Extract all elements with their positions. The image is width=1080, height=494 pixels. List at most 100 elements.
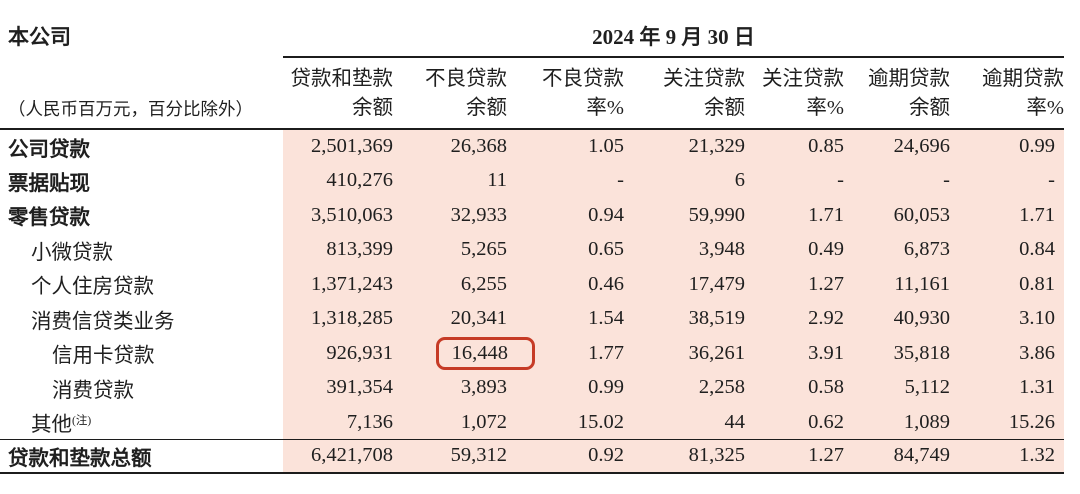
cell-npl-ratio: 1.54 [507,301,624,336]
cell-overdue-balance: 11,161 [844,267,950,302]
cell-specialmention-ratio: 0.49 [745,232,844,267]
cell-npl-balance: 11 [393,163,507,198]
column-header-npl-ratio: 不良贷款 率% [507,57,624,130]
cell-specialmention-balance: 36,261 [624,336,745,371]
cell-overdue-ratio: 3.86 [950,336,1064,371]
cell-overdue-ratio: 15.26 [950,405,1064,440]
cell-npl-balance: 32,933 [393,198,507,233]
cell-specialmention-balance: 6 [624,163,745,198]
table-row: 其他(注) 7,136 1,072 15.02 44 0.62 1,089 15… [0,405,1064,440]
column-header-loans-balance: 贷款和垫款 余额 [283,57,394,130]
column-header-line1: 逾期贷款 [868,68,950,90]
cell-npl-balance: 1,072 [393,405,507,440]
company-label: 本公司 [8,25,71,49]
date-cell: 2024 年 9 月 30 日 [283,0,1064,58]
row-label: 小微贷款 [0,232,283,267]
cell-npl-ratio: - [507,163,624,198]
cell-specialmention-ratio: - [745,163,844,198]
loan-quality-table: 本公司 2024 年 9 月 30 日 （人民币百万元，百分比除外） 贷款和垫款… [0,0,1064,474]
cell-overdue-ratio: 0.99 [950,129,1064,164]
column-header-line1: 逾期贷款 [982,68,1064,90]
column-header-line2: 余额 [909,97,950,119]
total-cell: 81,325 [624,439,745,474]
column-header-line1: 不良贷款 [425,68,507,90]
cell-loans-balance: 391,354 [283,370,393,405]
column-header-line1: 关注贷款 [663,68,745,90]
cell-overdue-ratio: 3.10 [950,301,1064,336]
table-row: 小微贷款 813,399 5,265 0.65 3,948 0.49 6,873… [0,232,1064,267]
cell-specialmention-balance: 44 [624,405,745,440]
row-label: 贷款和垫款总额 [0,439,283,474]
column-header-overdue-ratio: 逾期贷款 率% [950,57,1064,130]
total-cell: 59,312 [393,439,507,474]
column-header-line2: 余额 [352,97,393,119]
column-header-line2: 率% [1026,97,1064,119]
table-row: 公司贷款 2,501,369 26,368 1.05 21,329 0.85 2… [0,129,1064,164]
footnote-marker: (注) [72,415,92,427]
cell-specialmention-balance: 3,948 [624,232,745,267]
cell-overdue-balance: 40,930 [844,301,950,336]
report-date: 2024 年 9 月 30 日 [592,25,755,49]
column-header-line2: 余额 [466,97,507,119]
cell-loans-balance: 926,931 [283,336,393,371]
cell-overdue-balance: 6,873 [844,232,950,267]
cell-npl-ratio: 0.94 [507,198,624,233]
row-label: 消费信贷类业务 [0,301,283,336]
row-label: 信用卡贷款 [0,336,283,371]
highlighted-value-annotation: 16,448 [435,336,535,370]
cell-npl-ratio: 0.99 [507,370,624,405]
column-header-line1: 贷款和垫款 [290,68,394,90]
cell-overdue-balance: 5,112 [844,370,950,405]
cell-specialmention-balance: 21,329 [624,129,745,164]
date-header-row: 本公司 2024 年 9 月 30 日 [0,0,1064,58]
column-header-line2: 率% [586,97,624,119]
cell-overdue-balance: 1,089 [844,405,950,440]
table-row: 零售贷款 3,510,063 32,933 0.94 59,990 1.71 6… [0,198,1064,233]
cell-specialmention-balance: 38,519 [624,301,745,336]
row-label: 票据贴现 [0,163,283,198]
cell-specialmention-ratio: 1.71 [745,198,844,233]
cell-npl-balance: 16,448 [393,336,535,371]
cell-overdue-balance: 24,696 [844,129,950,164]
row-label: 零售贷款 [0,198,283,233]
cell-specialmention-ratio: 0.85 [745,129,844,164]
column-header-line1: 关注贷款 [762,68,844,90]
column-header-specialmention-ratio: 关注贷款 率% [745,57,844,130]
column-header-npl-balance: 不良贷款 余额 [393,57,507,130]
cell-loans-balance: 7,136 [283,405,393,440]
cell-npl-balance: 5,265 [393,232,507,267]
total-cell: 0.92 [507,439,624,474]
table-row: 信用卡贷款 926,931 16,448 1.77 36,261 3.91 35… [0,336,1064,371]
cell-loans-balance: 1,371,243 [283,267,393,302]
cell-overdue-balance: - [844,163,950,198]
cell-overdue-ratio: 1.71 [950,198,1064,233]
cell-specialmention-balance: 59,990 [624,198,745,233]
table-row: 消费贷款 391,354 3,893 0.99 2,258 0.58 5,112… [0,370,1064,405]
cell-overdue-ratio: - [950,163,1064,198]
row-label: 公司贷款 [0,129,283,164]
total-cell: 1.32 [950,439,1064,474]
column-header-line2: 率% [806,97,844,119]
cell-npl-balance: 6,255 [393,267,507,302]
table-row: 消费信贷类业务 1,318,285 20,341 1.54 38,519 2.9… [0,301,1064,336]
cell-npl-balance: 3,893 [393,370,507,405]
cell-npl-ratio: 1.05 [507,129,624,164]
table-row: 个人住房贷款 1,371,243 6,255 0.46 17,479 1.27 … [0,267,1064,302]
cell-npl-ratio: 15.02 [507,405,624,440]
column-header-specialmention-balance: 关注贷款 余额 [624,57,745,130]
column-header-row: （人民币百万元，百分比除外） 贷款和垫款 余额 不良贷款 余额 不良贷款 率% … [0,57,1064,130]
total-cell: 84,749 [844,439,950,474]
row-label: 消费贷款 [0,370,283,405]
cell-specialmention-ratio: 2.92 [745,301,844,336]
unit-note: （人民币百万元，百分比除外） [0,57,283,130]
cell-npl-ratio: 0.46 [507,267,624,302]
cell-loans-balance: 1,318,285 [283,301,393,336]
cell-specialmention-balance: 2,258 [624,370,745,405]
corner-cell: 本公司 [0,0,283,57]
cell-loans-balance: 2,501,369 [283,129,393,164]
cell-overdue-ratio: 0.81 [950,267,1064,302]
cell-loans-balance: 410,276 [283,163,393,198]
total-cell: 1.27 [745,439,844,474]
cell-overdue-ratio: 0.84 [950,232,1064,267]
